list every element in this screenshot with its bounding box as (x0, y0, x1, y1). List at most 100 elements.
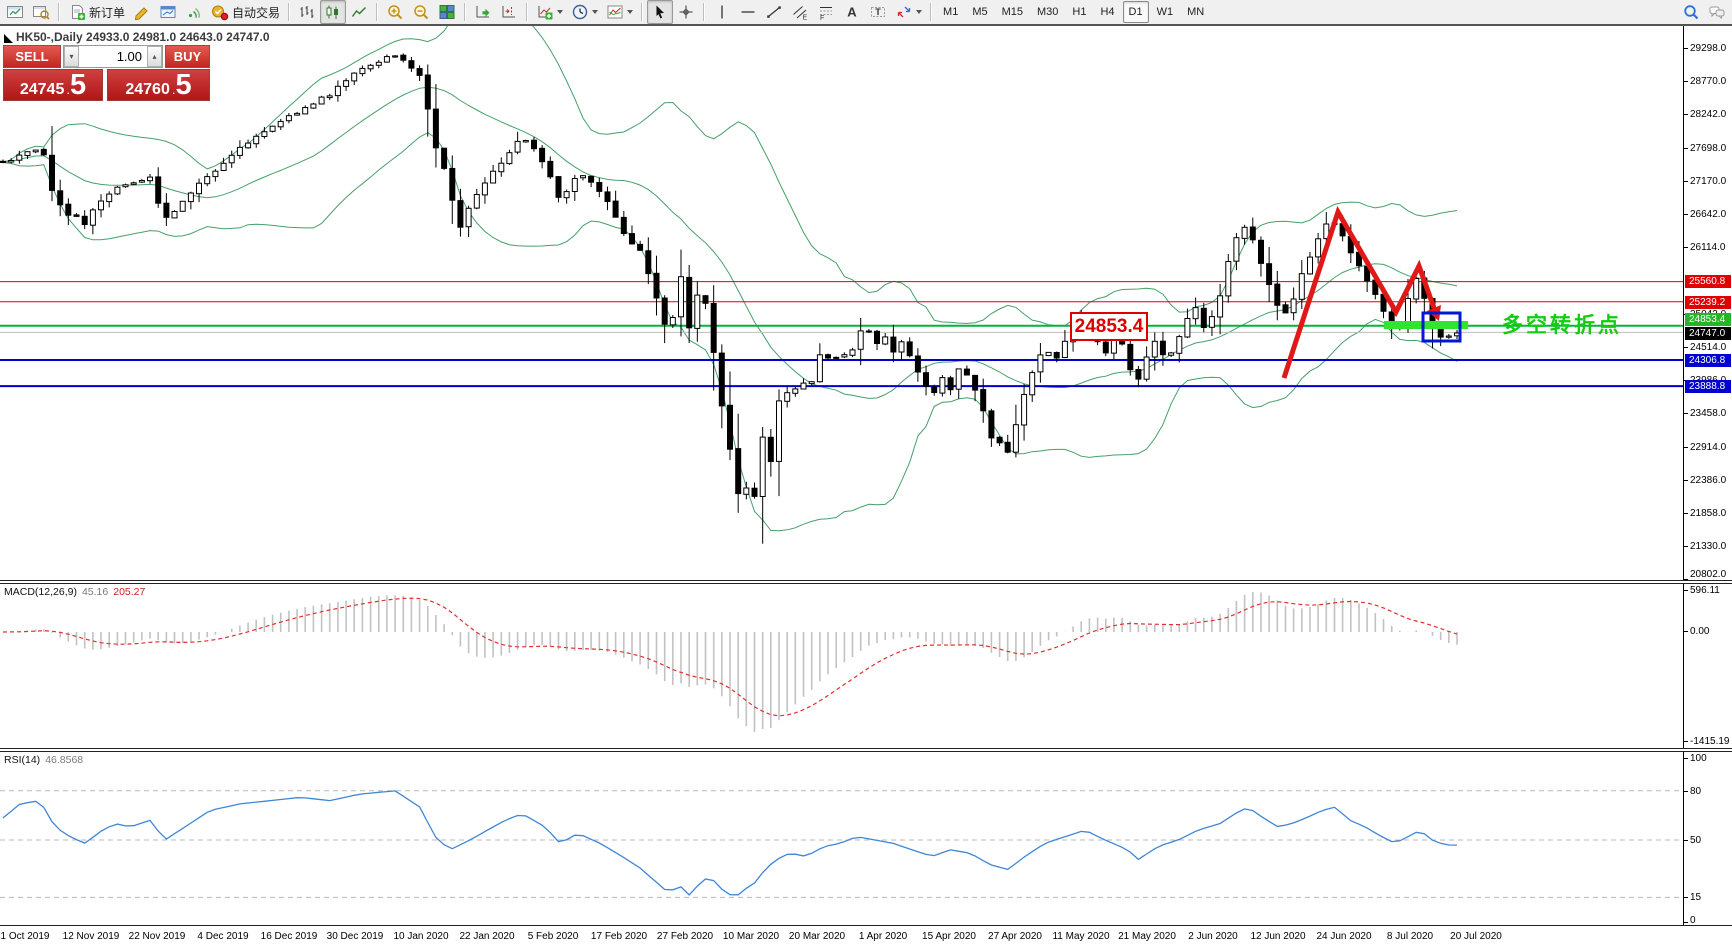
macd-pane[interactable]: MACD(12,26,9) 45.16 205.27 (0, 584, 1683, 748)
pane-separator[interactable] (0, 748, 1732, 752)
line-chart-button[interactable] (346, 0, 372, 24)
auto-scroll-button[interactable] (470, 0, 496, 24)
price-tickmark (1684, 413, 1688, 414)
toolbar-group-pointer (647, 0, 699, 24)
price-tick: 22386.0 (1690, 475, 1727, 486)
macd-label: MACD(12,26,9) 45.16 205.27 (4, 586, 146, 598)
chart-shift-icon (500, 3, 518, 21)
price-tickmark (1684, 148, 1688, 149)
new-order-button[interactable]: 新订单 (64, 0, 129, 24)
vertical-line-button[interactable] (709, 0, 735, 24)
timeframe-M30[interactable]: M30 (1037, 6, 1059, 18)
volume-decrease-button[interactable]: ▾ (64, 46, 79, 67)
price-scale[interactable]: 29298.0 28770.0 28242.0 27698.0 27170.0 26642… (1683, 26, 1732, 580)
indicators-button[interactable] (532, 0, 567, 24)
price-tickmark (1684, 347, 1688, 348)
consolidation-highlight-box[interactable] (1421, 311, 1462, 343)
trendline-button[interactable] (761, 0, 787, 24)
macd-scale: 596.11 0.00 -1415.19 (1683, 584, 1732, 748)
chart-corner-marker-icon (4, 34, 13, 43)
timeframe-M1[interactable]: M1 (943, 6, 959, 18)
price-tickmark (1684, 247, 1688, 248)
chart-shift-button[interactable] (496, 0, 522, 24)
candlestick-series[interactable] (0, 53, 1460, 544)
fibonacci-button[interactable]: F (813, 0, 839, 24)
templates-button[interactable] (602, 0, 637, 24)
main-chart-pane[interactable]: HK50-,Daily 24933.0 24981.0 24643.0 2474… (0, 26, 1683, 580)
search-button[interactable] (1678, 0, 1704, 24)
tile-windows-button[interactable] (434, 0, 460, 24)
volume-increase-button[interactable]: ▴ (147, 46, 162, 67)
cursor-button[interactable] (647, 0, 674, 24)
date-label: 15 Apr 2020 (922, 931, 976, 942)
timeframe-M15[interactable]: M15 (1001, 6, 1023, 18)
periods-button[interactable] (567, 0, 602, 24)
timeframe-W1[interactable]: W1 (1156, 6, 1174, 18)
terminal-button[interactable] (155, 0, 181, 24)
turning-point-annotation[interactable]: 多空转折点 (1502, 314, 1622, 337)
terminal-icon (159, 3, 177, 21)
toolbar-group-insert (532, 0, 637, 24)
macd-tick: 0.00 (1690, 626, 1710, 637)
profiles-button[interactable] (28, 0, 54, 24)
date-label: 22 Jan 2020 (459, 931, 515, 942)
shapes-button[interactable] (891, 0, 926, 24)
shapes-icon (895, 3, 913, 21)
volume-value[interactable]: 1.00 (116, 49, 142, 64)
macd-tickmark (1684, 590, 1688, 591)
zoom-in-button[interactable] (382, 0, 408, 24)
timeframe-D1[interactable]: D1 (1122, 1, 1149, 23)
text-button[interactable]: A (839, 0, 865, 24)
price-tick: 27698.0 (1690, 143, 1727, 154)
candlestick-chart-button[interactable] (320, 0, 347, 24)
timeframe-MN[interactable]: MN (1187, 6, 1205, 18)
candlestick-chart-svg[interactable] (0, 26, 1683, 580)
timeframe-H4[interactable]: H4 (1100, 6, 1115, 18)
chart-top-border (0, 24, 1732, 26)
horizontal-line-button[interactable] (735, 0, 761, 24)
time-axis[interactable]: 1 Oct 2019 12 Nov 2019 22 Nov 2019 4 Dec 20… (0, 927, 1732, 947)
buy-price-int: 24760 (125, 81, 170, 98)
date-label: 30 Dec 2019 (326, 931, 384, 942)
toolbar-group-trade: 新订单 自动交易 (64, 0, 284, 24)
price-tag: 24747.0 (1685, 327, 1731, 340)
sell-price-button[interactable]: 24745 . 5 (3, 69, 103, 101)
autotrading-label: 自动交易 (232, 5, 281, 20)
zigzag-arrow[interactable] (1281, 205, 1437, 379)
buy-price-button[interactable]: 24760 . 5 (107, 69, 210, 101)
date-label: 5 Feb 2020 (527, 931, 579, 942)
price-tick: 28242.0 (1690, 109, 1727, 120)
new-chart-button[interactable] (2, 0, 28, 24)
price-tickmark (1684, 114, 1688, 115)
text-label-button[interactable]: T (865, 0, 891, 24)
date-label: 27 Apr 2020 (988, 931, 1042, 942)
equidistant-channel-button[interactable]: E (787, 0, 813, 24)
crosshair-button[interactable] (673, 0, 699, 24)
rsi-tick: 0 (1690, 915, 1696, 926)
chat-button[interactable] (1704, 0, 1730, 24)
rsi-tickmark (1684, 791, 1688, 792)
timeframe-H1[interactable]: H1 (1072, 6, 1087, 18)
support-highlight-bar[interactable] (1384, 321, 1468, 329)
fibonacci-icon: F (817, 3, 835, 21)
line-chart-icon (350, 3, 368, 21)
pane-separator[interactable] (0, 580, 1732, 584)
signals-button[interactable] (181, 0, 207, 24)
price-tick: 27170.0 (1690, 176, 1727, 187)
rsi-pane[interactable]: RSI(14) 46.8568 (0, 752, 1683, 925)
autotrading-button[interactable]: 自动交易 (207, 0, 284, 24)
new-order-icon (68, 3, 86, 21)
sell-button[interactable]: SELL (3, 45, 61, 68)
pane-separator (0, 925, 1732, 927)
price-level-callout[interactable]: 24853.4 (1070, 312, 1148, 341)
metaeditor-button[interactable] (129, 0, 155, 24)
timeframe-M5[interactable]: M5 (972, 6, 988, 18)
buy-button[interactable]: BUY (165, 45, 210, 68)
periods-icon (571, 3, 589, 21)
toolbar-separator (376, 3, 379, 21)
bar-chart-button[interactable] (294, 0, 320, 24)
date-label: 24 Jun 2020 (1316, 931, 1372, 942)
price-tickmark (1684, 81, 1688, 82)
zoom-out-button[interactable] (408, 0, 434, 24)
